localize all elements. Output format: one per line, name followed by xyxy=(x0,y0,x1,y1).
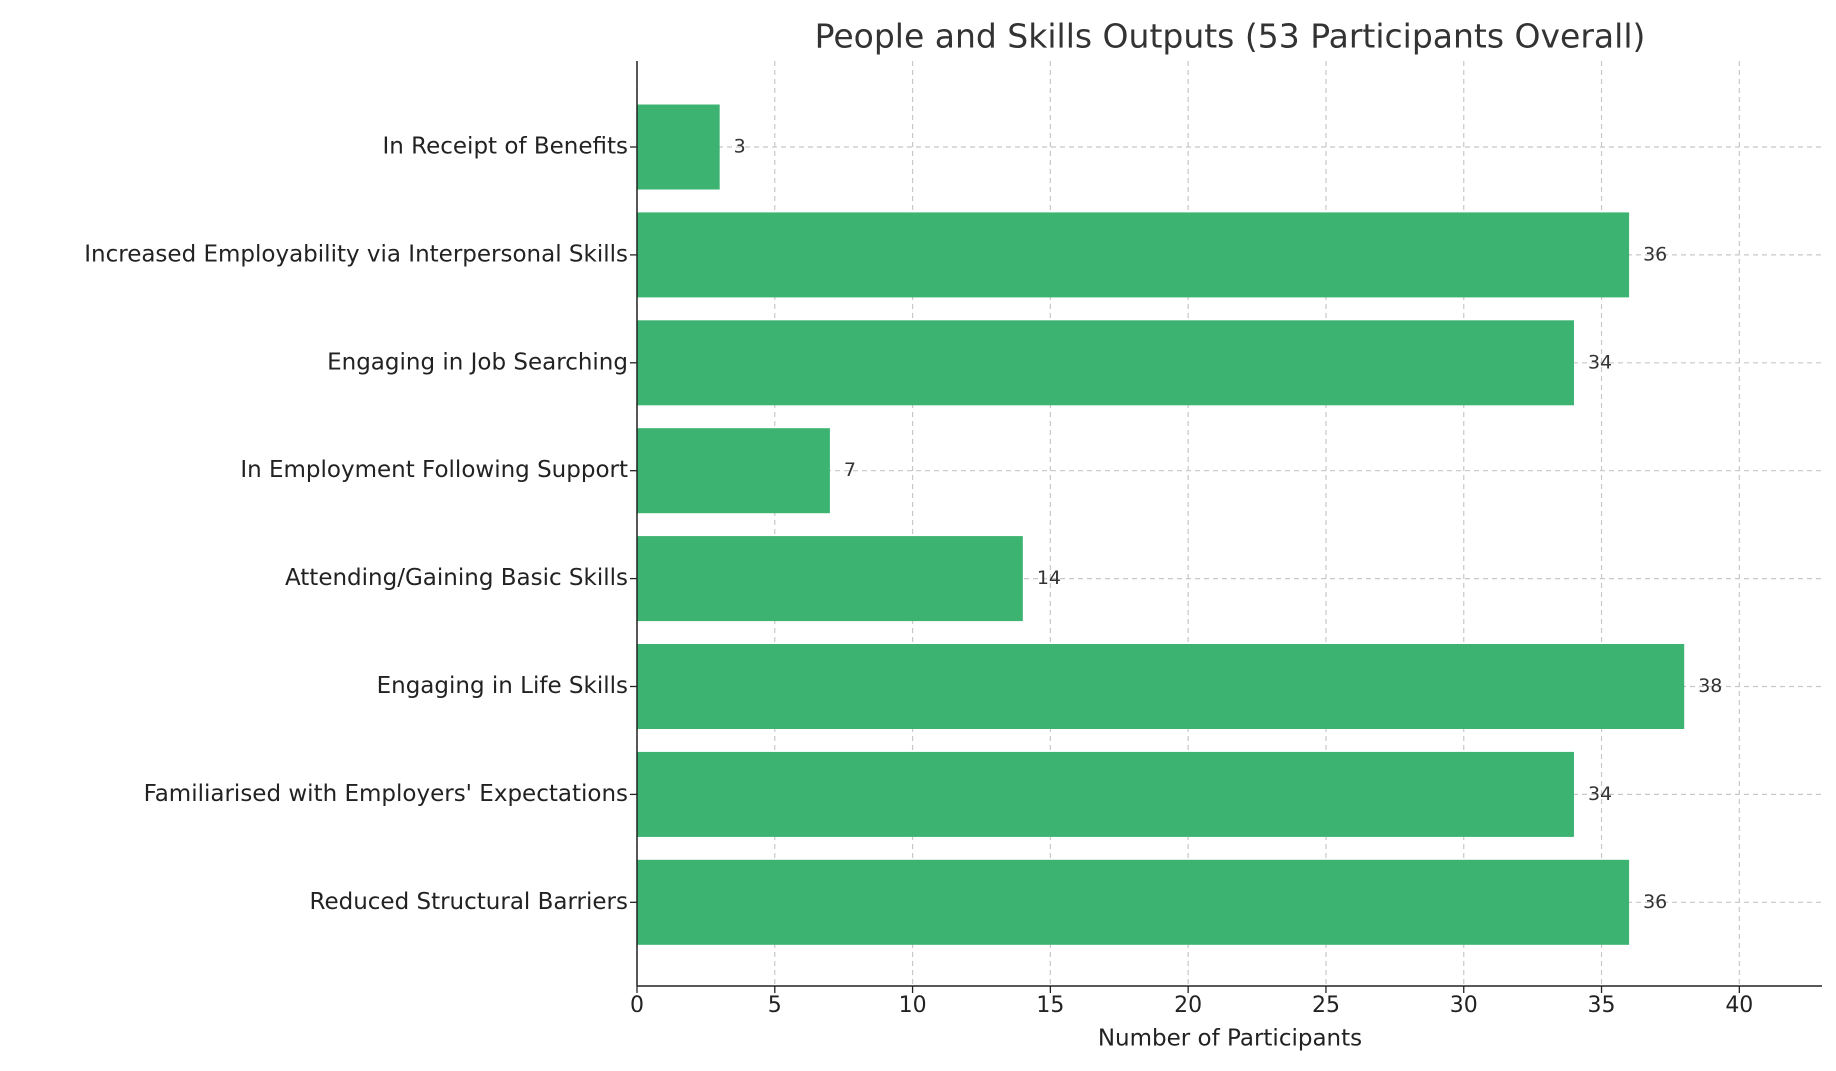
data-label: 3 xyxy=(734,136,746,158)
data-label: 7 xyxy=(844,459,856,481)
y-tick-label: In Receipt of Benefits xyxy=(382,134,628,160)
bar xyxy=(637,212,1630,298)
x-tick-label: 25 xyxy=(1312,993,1340,1018)
data-label: 36 xyxy=(1643,243,1667,265)
data-label: 14 xyxy=(1037,567,1061,589)
y-tick-label: Engaging in Job Searching xyxy=(327,349,628,375)
bar xyxy=(637,428,830,514)
bar xyxy=(637,644,1685,729)
x-tick-label: 5 xyxy=(768,993,782,1018)
y-tick-label: Engaging in Life Skills xyxy=(377,673,628,699)
bar xyxy=(637,859,1630,945)
data-label: 36 xyxy=(1643,891,1667,913)
y-tick-label: Reduced Structural Barriers xyxy=(310,889,629,915)
y-tick-label: Attending/Gaining Basic Skills xyxy=(285,565,628,591)
bar xyxy=(637,104,720,190)
y-tick-label: Increased Employability via Interpersona… xyxy=(84,241,628,267)
data-label: 38 xyxy=(1698,675,1722,697)
x-tick-label: 20 xyxy=(1174,993,1202,1018)
bar xyxy=(637,751,1574,837)
data-label: 34 xyxy=(1588,783,1612,805)
y-tick-label: Familiarised with Employers' Expectation… xyxy=(144,781,628,807)
x-tick-label: 30 xyxy=(1450,993,1478,1018)
data-label: 34 xyxy=(1588,351,1612,373)
x-tick-label: 40 xyxy=(1725,993,1753,1018)
x-axis-label: Number of Participants xyxy=(1098,1026,1362,1052)
x-tick-label: 0 xyxy=(630,993,644,1018)
x-tick-label: 10 xyxy=(899,993,927,1018)
bar xyxy=(637,536,1023,622)
x-tick-label: 15 xyxy=(1036,993,1064,1018)
chart-title: People and Skills Outputs (53 Participan… xyxy=(815,17,1646,56)
y-tick-label: In Employment Following Support xyxy=(240,457,628,483)
x-tick-label: 35 xyxy=(1588,993,1616,1018)
bar xyxy=(637,320,1574,406)
